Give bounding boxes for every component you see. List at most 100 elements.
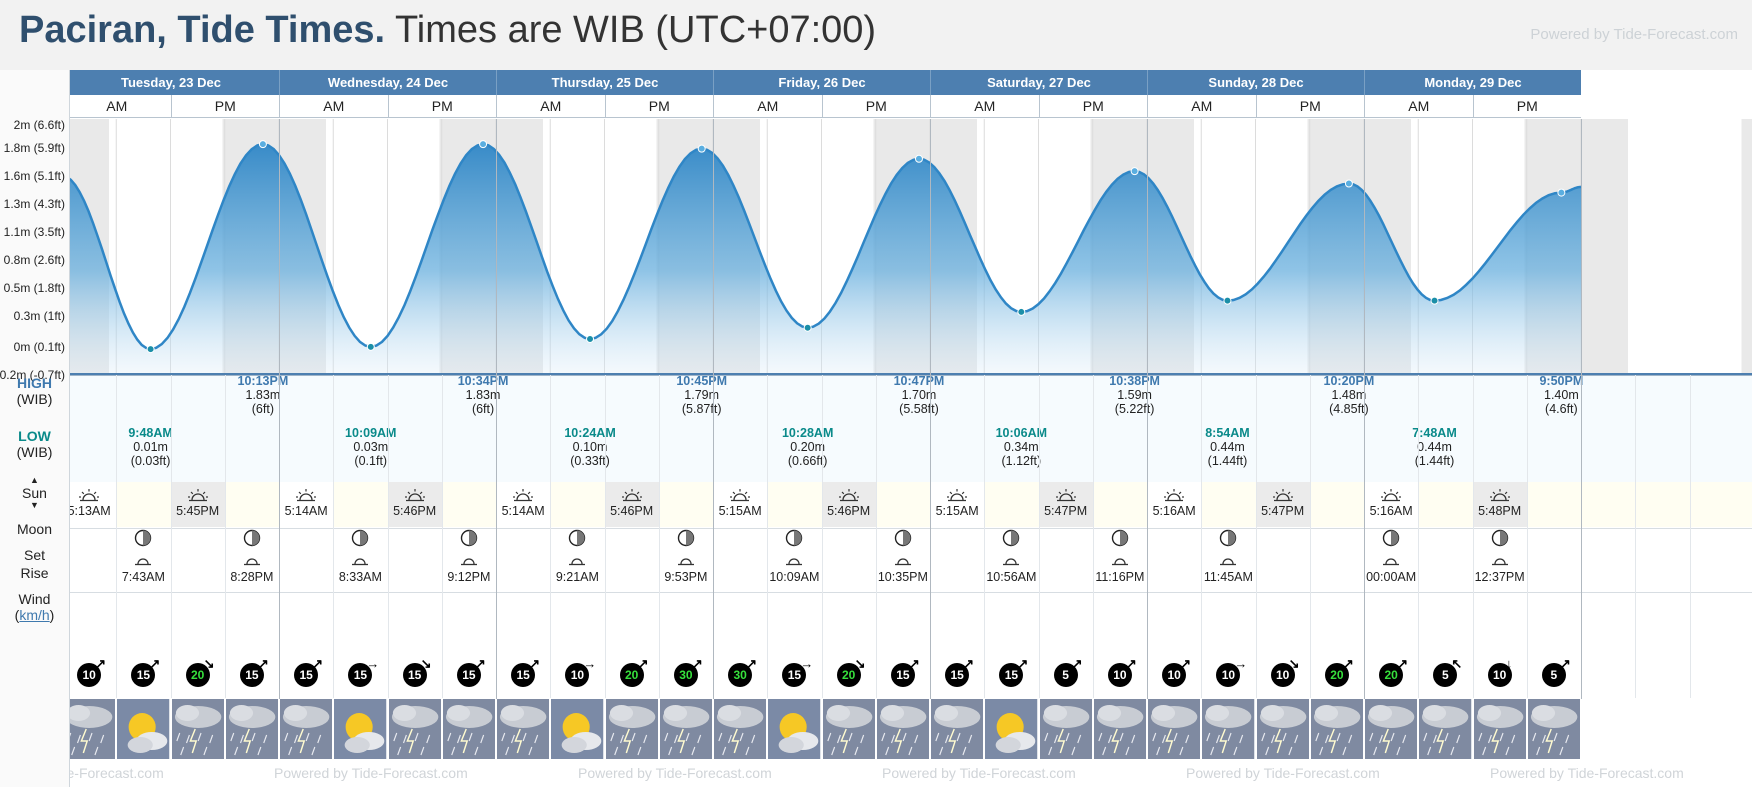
- powered-by-repeat[interactable]: Powered by Tide-Forecast.com: [70, 765, 164, 781]
- moon-rise-set-icon: [1491, 558, 1508, 566]
- wind-speed-badge: 10: [1216, 663, 1241, 687]
- sun-up-arrow: ▲: [30, 475, 39, 485]
- thunderstorm-icon: [1039, 699, 1092, 759]
- column-divider: [984, 375, 986, 698]
- wind-speed-badge: 10: [565, 663, 590, 687]
- column-divider: [658, 375, 660, 698]
- wind-direction-arrow: ↖: [1451, 656, 1463, 671]
- sunset-time: 5:46PM: [393, 504, 437, 518]
- wind-direction-arrow: →: [583, 656, 597, 671]
- wind-speed-badge: 10: [1107, 663, 1132, 687]
- high-tide-label: 10:47PM 1.70m (5.58ft): [894, 374, 945, 416]
- sunrise-icon: [730, 489, 751, 502]
- thunderstorm-icon: [442, 699, 495, 759]
- low-tide-point: [1223, 296, 1232, 305]
- moon-phase-icon: [352, 529, 369, 547]
- sunset-icon: [1055, 489, 1076, 502]
- sunrise-time: 5:15AM: [718, 504, 762, 518]
- wind-direction-arrow: ↗: [1017, 656, 1029, 671]
- tide-height-ft: (0.1ft): [354, 454, 388, 468]
- column-divider: [1201, 375, 1203, 698]
- row-labels-column: 2m (6.6ft) 1.8m (5.9ft) 1.6m (5.1ft) 1.3m (…: [0, 70, 70, 787]
- sun-cloud-icon: [551, 699, 604, 759]
- wind-direction-arrow: →: [800, 656, 814, 671]
- page-title: Paciran, Tide Times. Times are WIB (UTC+…: [19, 9, 876, 52]
- moon-phase-icon: [1382, 529, 1400, 547]
- powered-by-repeat[interactable]: Powered by Tide-Forecast.com: [882, 765, 1076, 781]
- wind-direction-arrow: ↗: [691, 656, 703, 671]
- wind-speed-badge: 15: [294, 663, 319, 687]
- tide-area: [70, 144, 1581, 375]
- ampm-label: PM: [1472, 95, 1581, 118]
- wind-direction-arrow: ↗: [257, 656, 269, 671]
- wind-speed-badge: 15: [348, 663, 373, 687]
- wind-speed-badge: 20: [185, 663, 210, 687]
- sunset-time: 5:45PM: [176, 504, 220, 518]
- wind-direction-arrow: ↗: [474, 656, 486, 671]
- powered-by-repeat[interactable]: Powered by Tide-Forecast.com: [1490, 765, 1684, 781]
- tide-height-m: 0.03m: [353, 440, 389, 454]
- day-divider: [1364, 119, 1365, 699]
- powered-by-top[interactable]: Powered by Tide-Forecast.com: [1530, 26, 1738, 43]
- thunderstorm-icon: [1310, 699, 1363, 759]
- sunset-icon: [1489, 489, 1510, 502]
- tide-time: 10:24AM: [564, 426, 616, 440]
- moon-rise-set-icon: [786, 558, 803, 566]
- ampm-label: AM: [70, 95, 171, 118]
- powered-by-repeat[interactable]: Powered by Tide-Forecast.com: [274, 765, 468, 781]
- ampm-label: AM: [713, 95, 822, 118]
- ampm-label: PM: [1038, 95, 1147, 118]
- day-divider: [1581, 119, 1582, 699]
- sun-cloud-icon: [768, 699, 821, 759]
- wind-speed-badge: 15: [239, 663, 264, 687]
- sun-band: [70, 482, 1752, 527]
- moon-rise-set-icon: [460, 558, 477, 566]
- y-tick-label: 0m (0.1ft): [13, 339, 65, 354]
- low-tide-label: 10:06AM 0.34m (1.12ft): [996, 426, 1047, 468]
- thunderstorm-icon: [714, 699, 767, 759]
- high-tide-point: [1344, 179, 1353, 188]
- wind-unit-link[interactable]: km/h: [19, 607, 50, 623]
- title-bar: Paciran, Tide Times. Times are WIB (UTC+…: [0, 0, 1752, 70]
- column-divider: [441, 375, 443, 698]
- wind-direction-arrow: →: [1234, 656, 1248, 671]
- moon-rise-set-icon: [243, 558, 260, 566]
- day-header: Tuesday, 23 Dec: [70, 70, 279, 95]
- high-tide-label: 10:34PM 1.83m (6ft): [458, 374, 509, 416]
- thunderstorm-icon: [1093, 699, 1146, 759]
- day-divider: [930, 119, 931, 699]
- moon-rise-set-icon: [1383, 558, 1400, 566]
- moon-rise-set-icon: [569, 558, 586, 566]
- low-tide-point: [586, 334, 595, 343]
- thunderstorm-icon: [659, 699, 712, 759]
- sunset-icon: [838, 489, 859, 502]
- wind-direction-arrow: →: [366, 656, 380, 671]
- low-tide-label: 8:54AM 0.44m (1.44ft): [1205, 426, 1249, 468]
- sunrise-icon: [947, 489, 968, 502]
- powered-by-repeat[interactable]: Powered by Tide-Forecast.com: [1186, 765, 1380, 781]
- wind-direction-arrow: ↗: [1180, 656, 1192, 671]
- thunderstorm-icon: [171, 699, 224, 759]
- sun-cloud-icon: [334, 699, 387, 759]
- column-divider: [875, 375, 877, 698]
- sunset-time: 5:48PM: [1478, 504, 1522, 518]
- powered-by-repeat[interactable]: Powered by Tide-Forecast.com: [578, 765, 772, 781]
- tide-height-ft: (1.44ft): [1207, 454, 1248, 468]
- day-header: Sunday, 28 Dec: [1147, 70, 1364, 95]
- thunderstorm-icon: [1365, 699, 1418, 759]
- moon-phase-icon: [1491, 529, 1508, 547]
- ampm-label: PM: [604, 95, 713, 118]
- moon-phase-icon: [135, 529, 152, 547]
- ampm-label: PM: [170, 95, 279, 118]
- powered-by-bottom[interactable]: Powered by Tide-Forecast.com Powered by T…: [70, 765, 1752, 787]
- column-divider: [333, 375, 335, 698]
- ampm-label: AM: [1364, 95, 1473, 118]
- timezone-note: Times are WIB (UTC+07:00): [394, 9, 877, 51]
- low-tide-point: [803, 323, 812, 332]
- moon-time: 00:00AM: [1366, 570, 1417, 584]
- ampm-label: AM: [496, 95, 605, 118]
- night-shade: [1581, 119, 1629, 375]
- sunset-time: 5:46PM: [610, 504, 654, 518]
- wind-speed-badge: 20: [1379, 663, 1404, 687]
- tide-time: 7:48AM: [1412, 426, 1457, 440]
